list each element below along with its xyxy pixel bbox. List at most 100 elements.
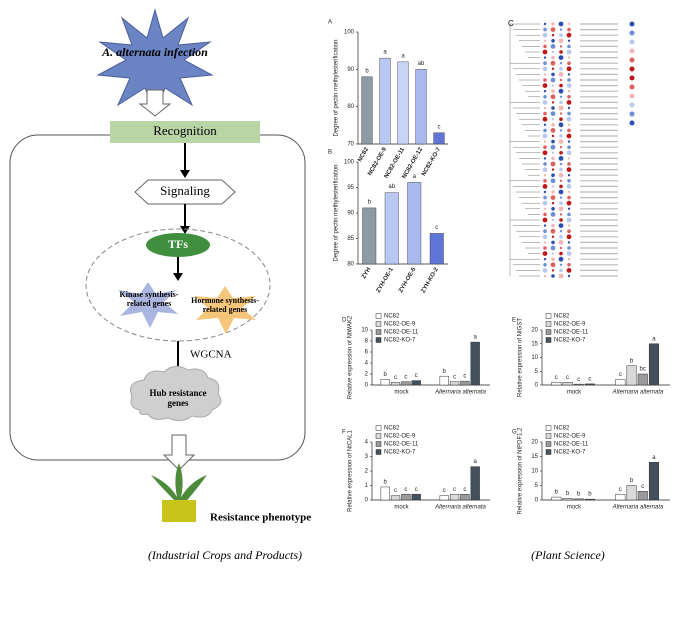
heat-dot [543, 274, 547, 278]
recognition-box [110, 121, 260, 143]
significance-letter: a [383, 50, 387, 56]
heat-dot [543, 179, 547, 183]
heat-dot [551, 269, 555, 272]
bar [390, 495, 401, 501]
heat-dot [551, 190, 555, 194]
heat-dot [551, 50, 555, 54]
heat-dot [567, 61, 571, 65]
y-axis-label: Relative expression of NtCAL1 [348, 429, 354, 511]
heat-dot [566, 167, 572, 173]
heat-dot [567, 162, 571, 166]
arrowhead [180, 170, 190, 178]
y-tick-label: 5 [535, 369, 539, 375]
y-axis-label: Relative expression of NtWAK2 [348, 315, 354, 399]
significance-letter: c [415, 373, 418, 379]
heat-dot [558, 105, 564, 111]
heat-dot [566, 32, 572, 38]
bar [439, 495, 449, 501]
significance-letter: c [404, 487, 407, 493]
heat-dot [559, 45, 563, 48]
heatmap [509, 21, 635, 279]
significance-letter: c [394, 488, 397, 494]
y-tick-label: 80 [347, 262, 354, 268]
hollow-arrow [138, 89, 172, 117]
y-tick-label: 3 [365, 454, 369, 460]
heat-dot [558, 172, 564, 178]
heat-dot [543, 44, 547, 49]
tfs-ellipse [146, 233, 210, 257]
significance-letter: ab [388, 184, 395, 190]
heat-dot [551, 106, 555, 110]
legend-dot [629, 75, 635, 81]
panel-letter: G [512, 430, 517, 436]
significance-letter: b [577, 491, 581, 497]
heat-dot [551, 34, 555, 37]
x-tick-label: Alternaria alternata [612, 505, 664, 511]
heat-dot [558, 38, 564, 44]
x-tick-label: Alternaria alternata [434, 390, 486, 396]
bar [429, 233, 444, 265]
significance-letter: bc [640, 367, 646, 373]
panel-letter: B [328, 150, 332, 156]
y-tick-label: 80 [347, 104, 354, 110]
heat-dot [559, 230, 563, 233]
heat-dot [567, 39, 571, 42]
heat-dot [559, 246, 563, 250]
y-tick-label: 2 [365, 469, 369, 475]
significance-letter: c [577, 377, 580, 383]
heat-dot [558, 55, 564, 60]
bar [407, 182, 422, 265]
heat-dot [559, 134, 563, 138]
panel-letter: F [342, 430, 346, 436]
heat-dot [567, 111, 571, 116]
heat-dot [559, 129, 563, 132]
legend-swatch [375, 337, 382, 343]
node-label: Recognition [153, 123, 217, 138]
significance-letter: b [566, 491, 570, 497]
heat-dot [543, 90, 547, 93]
significance-letter: b [365, 68, 369, 74]
legend-dot [629, 93, 635, 99]
bar [648, 343, 659, 386]
heat-dot [543, 123, 547, 127]
significance-letter: c [619, 487, 622, 493]
heat-dot [559, 162, 563, 166]
heat-dot [543, 140, 547, 143]
significance-letter: c [453, 374, 456, 380]
arrowhead [173, 273, 183, 281]
significance-letter: b [630, 358, 634, 364]
heat-dot [550, 77, 556, 83]
y-tick-label: 0 [535, 498, 539, 504]
heat-dot [566, 217, 572, 223]
heat-dot [551, 218, 555, 222]
x-tick-label: NC82-KO-7 [421, 146, 442, 177]
bar [584, 498, 595, 501]
legend-label: NC82-OE-11 [384, 442, 419, 448]
heat-dot [558, 206, 564, 212]
legend-label: NC82 [554, 426, 570, 432]
heat-dot [543, 212, 547, 217]
heat-dot [542, 251, 548, 256]
bar [637, 491, 648, 501]
heat-dot [551, 123, 555, 127]
bar [551, 382, 562, 386]
x-tick-label: ZYH [361, 267, 372, 280]
heat-dot [550, 178, 556, 184]
heat-dot [567, 73, 571, 76]
heat-dot [559, 83, 563, 88]
heat-dot [566, 268, 572, 273]
heat-dot [567, 224, 571, 227]
heat-dot [550, 144, 556, 150]
significance-letter: c [463, 487, 466, 493]
heat-dot [567, 27, 571, 32]
node-box: Hormone synthesis-related genes [191, 296, 259, 314]
significance-letter: b [555, 490, 559, 496]
heat-dot [558, 122, 564, 128]
bar [470, 341, 480, 386]
heat-dot [559, 50, 563, 54]
legend-dot [629, 30, 635, 36]
bar [362, 207, 377, 265]
heat-dot [551, 257, 555, 262]
heat-dot [567, 56, 571, 59]
legend-swatch [375, 329, 382, 335]
